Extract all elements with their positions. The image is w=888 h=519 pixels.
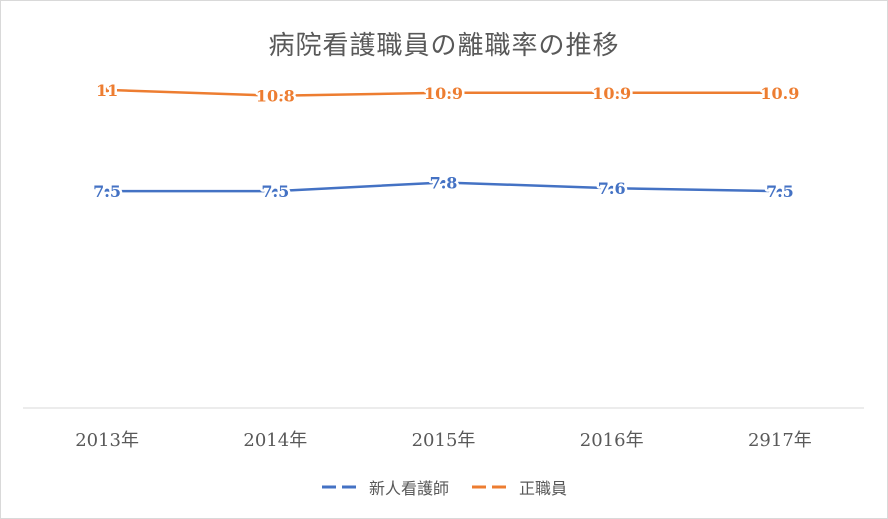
data-point — [609, 185, 615, 191]
legend-label: 正職員 — [519, 479, 568, 498]
data-label: 7.5 — [261, 182, 289, 201]
legend-label: 新人看護師 — [368, 479, 449, 498]
data-point — [777, 188, 783, 194]
data-label: 10.8 — [256, 87, 295, 106]
legend-item: 新人看護師 — [321, 475, 449, 499]
data-point — [272, 93, 278, 99]
legend-swatch — [321, 485, 362, 489]
x-tick-label: 2917年 — [748, 430, 812, 451]
data-point — [104, 87, 110, 93]
data-label: 10.9 — [424, 84, 463, 103]
data-point — [272, 188, 278, 194]
x-tick-label: 2014年 — [243, 430, 307, 451]
data-point — [777, 90, 783, 96]
data-label: 10.9 — [592, 84, 631, 103]
data-point — [609, 90, 615, 96]
legend-item: 正職員 — [471, 475, 567, 499]
data-label: 7.5 — [93, 182, 121, 201]
data-point — [104, 188, 110, 194]
x-tick-label: 2016年 — [580, 430, 644, 451]
x-tick-label: 2015年 — [412, 430, 476, 451]
data-label: 7.8 — [430, 173, 458, 192]
data-point — [441, 90, 446, 96]
data-point — [441, 179, 446, 185]
chart-title: 病院看護職員の離職率の推移 — [268, 31, 620, 61]
data-label: 10.9 — [760, 84, 799, 103]
legend-swatch — [472, 485, 512, 489]
data-label: 11 — [96, 81, 118, 100]
data-label: 7.6 — [598, 179, 626, 198]
legend: 新人看護師 正職員 — [1, 475, 887, 499]
x-tick-label: 2013年 — [75, 430, 139, 451]
data-label: 7.5 — [766, 182, 794, 201]
